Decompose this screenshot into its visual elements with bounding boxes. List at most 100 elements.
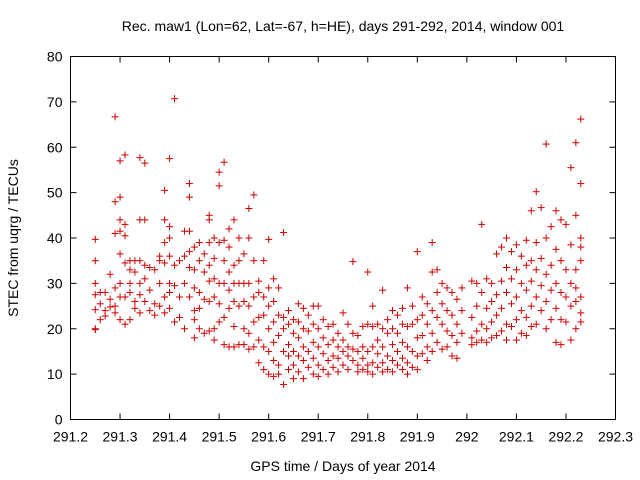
data-point [324,322,332,330]
data-point [344,343,352,351]
data-point [275,311,283,319]
data-point [418,311,426,319]
data-point [418,293,426,301]
data-point [289,375,297,383]
data-point [403,343,411,351]
data-point [101,312,109,320]
data-point [225,225,233,233]
data-point [299,375,307,383]
data-point [235,302,243,310]
x-tick-label: 292.1 [499,429,534,445]
data-point [448,288,456,296]
data-points [91,95,585,389]
x-tick-label: 291.3 [103,429,138,445]
data-point [359,354,367,362]
data-point [299,357,307,365]
data-point [572,266,580,274]
data-point [349,357,357,365]
data-point [111,284,119,292]
data-point [537,282,545,290]
data-point [339,361,347,369]
data-point [324,370,332,378]
data-point [215,318,223,326]
data-point [270,357,278,365]
data-point [458,329,466,337]
data-point [364,268,372,276]
data-point [389,307,397,315]
data-point [255,288,263,296]
data-point [369,322,377,330]
data-point [195,288,203,296]
data-point [453,338,461,346]
data-point [552,279,560,287]
data-point [374,336,382,344]
data-point [542,325,550,333]
data-point [280,313,288,321]
data-point [195,304,203,312]
data-point [260,311,268,319]
data-point [116,216,124,224]
data-point [354,368,362,376]
data-point [166,234,174,242]
data-point [299,304,307,312]
data-point [280,347,288,355]
data-point [398,354,406,362]
data-point [503,336,510,344]
data-point [225,286,233,294]
data-point [265,325,273,333]
data-point [166,279,174,287]
data-point [498,304,506,312]
data-point [468,341,476,349]
data-point [210,325,218,333]
x-tick-label: 291.8 [350,429,385,445]
data-point [438,320,446,328]
data-point [413,366,421,374]
data-point [91,306,99,314]
data-point [161,216,169,224]
data-point [146,263,154,271]
x-tick-label: 291.6 [251,429,286,445]
data-point [121,151,129,159]
data-point [369,370,377,378]
data-point [255,313,263,321]
data-point [185,293,193,301]
data-point [91,291,99,299]
data-point [423,300,431,308]
data-point [483,275,491,283]
data-point [106,270,114,278]
data-point [96,300,104,308]
data-point [552,338,560,346]
data-point [339,347,347,355]
data-point [473,338,481,346]
data-point [195,239,203,247]
data-point [210,293,218,301]
data-point [468,277,476,285]
data-point [512,293,520,301]
data-point [468,313,476,321]
data-point [141,275,149,283]
data-point [369,359,377,367]
data-point [126,316,134,324]
data-point [136,291,144,299]
data-point [527,277,535,285]
data-point [166,223,174,231]
data-point [403,370,411,378]
data-point [121,320,129,328]
data-point [567,241,575,249]
y-tick-label: 10 [47,366,63,382]
data-point [503,234,510,242]
data-point [384,366,392,374]
data-point [260,343,268,351]
data-point [403,322,411,330]
data-point [408,320,416,328]
data-point [577,309,585,317]
data-point [428,268,436,276]
data-point [522,236,530,244]
data-point [418,332,426,340]
data-point [577,115,585,123]
data-point [156,257,164,265]
data-point [364,361,372,369]
data-point [131,304,139,312]
data-point [364,320,372,328]
data-point [161,239,169,247]
